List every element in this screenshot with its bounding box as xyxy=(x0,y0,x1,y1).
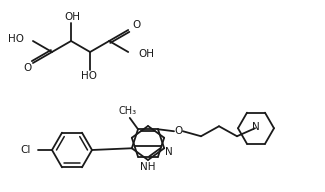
Text: OH: OH xyxy=(138,49,154,59)
Text: Cl: Cl xyxy=(20,145,31,155)
Text: N: N xyxy=(165,147,173,157)
Text: O: O xyxy=(24,63,32,73)
Text: HO: HO xyxy=(8,34,24,44)
Text: NH: NH xyxy=(140,162,156,172)
Text: O: O xyxy=(132,20,140,30)
Text: O: O xyxy=(175,126,183,136)
Text: N: N xyxy=(252,122,260,132)
Text: CH₃: CH₃ xyxy=(119,106,137,116)
Text: HO: HO xyxy=(81,71,97,81)
Text: OH: OH xyxy=(64,12,80,22)
